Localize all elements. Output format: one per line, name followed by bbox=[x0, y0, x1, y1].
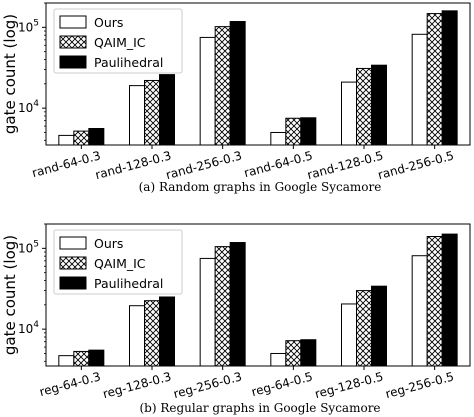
legend-swatch-white bbox=[59, 236, 87, 250]
legend-swatch-black bbox=[59, 276, 87, 290]
legend-swatch-crosshatch bbox=[59, 35, 87, 49]
legend: Ours QAIM_IC Paulihedral bbox=[53, 229, 183, 295]
bar-white-5 bbox=[411, 33, 428, 146]
x-tick-label: rand-256-0.5 bbox=[376, 148, 455, 182]
bar-black-5 bbox=[441, 10, 458, 146]
bar-white-3 bbox=[270, 131, 287, 146]
x-tick-label: rand-128-0.5 bbox=[306, 148, 385, 182]
x-tick-label: rand-64-0.5 bbox=[242, 148, 314, 180]
caption-regular-graphs: (b) Regular graphs in Google Sycamore bbox=[139, 401, 380, 415]
bar-white-1 bbox=[129, 305, 145, 367]
x-tick-label: reg-64-0.3 bbox=[38, 369, 102, 399]
bar-white-4 bbox=[341, 303, 357, 367]
bar-black-2 bbox=[229, 21, 246, 146]
bar-white-0 bbox=[58, 355, 75, 367]
bar-crosshatch-2 bbox=[214, 246, 231, 367]
legend-swatch-crosshatch bbox=[59, 256, 87, 270]
bar-black-4 bbox=[371, 285, 387, 367]
bar-crosshatch-5 bbox=[426, 236, 443, 367]
y-axis-label: gate count (log) bbox=[1, 235, 19, 355]
bar-white-5 bbox=[411, 255, 428, 367]
legend: Ours QAIM_IC Paulihedral bbox=[53, 8, 183, 74]
bar-crosshatch-5 bbox=[426, 13, 443, 146]
legend-label: Ours bbox=[94, 15, 123, 30]
plot-frame bbox=[45, 2, 471, 146]
y-tick-label: 104 bbox=[18, 99, 39, 115]
x-tick-label: rand-256-0.3 bbox=[164, 148, 243, 182]
x-tick-label: reg-128-0.3 bbox=[101, 369, 173, 401]
bar-black-0 bbox=[88, 349, 105, 367]
x-tick-label: reg-256-0.3 bbox=[172, 369, 244, 401]
legend-swatch-black bbox=[59, 55, 87, 69]
bar-black-5 bbox=[441, 233, 458, 367]
y-tick-label: 104 bbox=[18, 320, 39, 336]
bar-black-3 bbox=[300, 117, 317, 146]
bar-black-1 bbox=[159, 296, 175, 367]
y-tick-label: 105 bbox=[18, 239, 39, 255]
bar-white-2 bbox=[199, 36, 216, 146]
bar-white-2 bbox=[199, 257, 216, 367]
bar-crosshatch-4 bbox=[356, 290, 372, 367]
bar-black-3 bbox=[300, 339, 317, 367]
bar-white-4 bbox=[341, 81, 357, 146]
bar-white-1 bbox=[129, 85, 145, 146]
x-tick-label: rand-64-0.3 bbox=[30, 148, 102, 180]
bar-crosshatch-3 bbox=[285, 117, 302, 146]
x-tick-label: reg-128-0.5 bbox=[313, 369, 385, 401]
legend-label: Ours bbox=[94, 236, 123, 251]
bar-crosshatch-2 bbox=[214, 26, 231, 146]
bar-crosshatch-1 bbox=[144, 300, 160, 367]
bar-white-3 bbox=[270, 352, 287, 367]
bar-black-2 bbox=[229, 242, 246, 367]
bar-black-0 bbox=[88, 128, 105, 146]
legend-label: QAIM_IC bbox=[94, 35, 146, 50]
y-axis-label: gate count (log) bbox=[1, 14, 19, 134]
bar-white-0 bbox=[58, 134, 75, 146]
x-tick-label: reg-64-0.5 bbox=[250, 369, 314, 399]
bar-black-1 bbox=[159, 74, 175, 146]
bar-crosshatch-3 bbox=[285, 340, 302, 367]
legend-label: QAIM_IC bbox=[94, 256, 146, 271]
bar-crosshatch-0 bbox=[73, 350, 90, 367]
bar-black-4 bbox=[371, 64, 387, 146]
caption-random-graphs: (a) Random graphs in Google Sycamore bbox=[139, 180, 382, 194]
x-tick-label: rand-128-0.3 bbox=[94, 148, 173, 182]
x-tick-label: reg-256-0.5 bbox=[384, 369, 456, 401]
plot-frame bbox=[45, 223, 471, 367]
bar-crosshatch-1 bbox=[144, 79, 160, 146]
bar-crosshatch-0 bbox=[73, 130, 90, 146]
legend-label: Paulihedral bbox=[94, 55, 163, 70]
bar-crosshatch-4 bbox=[356, 67, 372, 146]
y-tick-label: 105 bbox=[18, 18, 39, 34]
legend-swatch-white bbox=[59, 15, 87, 29]
legend-label: Paulihedral bbox=[94, 276, 163, 291]
